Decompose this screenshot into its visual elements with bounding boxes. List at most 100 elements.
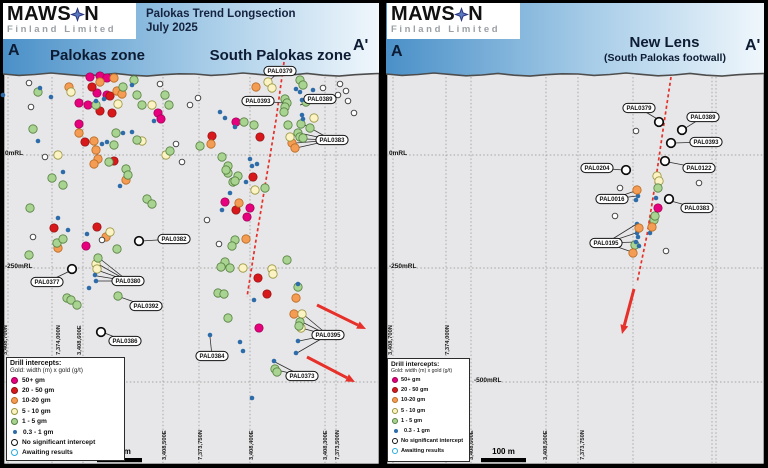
drill-point [84, 231, 90, 237]
drill-point [222, 115, 228, 121]
drill-point [334, 91, 342, 99]
drill-hole-label [315, 134, 349, 146]
drill-point [695, 179, 703, 187]
drill-point [243, 179, 249, 185]
rl-label: -500mRL [474, 377, 501, 384]
drill-point [227, 241, 237, 251]
drill-point [219, 289, 229, 299]
drill-point [35, 138, 41, 144]
drill-point [186, 101, 194, 109]
drill-point [93, 98, 99, 104]
drill-point [299, 112, 305, 118]
drill-hole-label-text: PAL0379 [268, 69, 294, 75]
sky-band [3, 3, 379, 77]
drill-point [104, 139, 110, 145]
drill-hole-label-text: PAL0373 [290, 374, 316, 380]
surface-line [385, 72, 765, 77]
drill-point [91, 145, 101, 155]
drill-point [217, 152, 227, 162]
rl-label: 0mRL [389, 150, 407, 157]
plunge-arrow [316, 303, 359, 327]
drill-hole-label-text: PAL0395 [316, 333, 342, 339]
trend-dashed-line [636, 76, 672, 284]
drill-point [238, 263, 248, 273]
plunge-arrow-head [345, 374, 355, 382]
rl-label: -250mRL [389, 263, 416, 270]
drill-point [112, 244, 122, 254]
drill-hole-label [580, 162, 614, 174]
drill-point [216, 262, 226, 272]
drill-point [92, 88, 102, 98]
drill-point [27, 103, 35, 111]
drill-hole-label [108, 335, 142, 347]
drill-point [251, 297, 257, 303]
surface-line [2, 72, 380, 77]
drill-point [118, 82, 128, 92]
drill-hole-label-text: PAL0379 [627, 106, 653, 112]
drill-point [633, 197, 639, 203]
drill-point [248, 172, 258, 182]
coordinate-label: 7,373,750N [580, 430, 586, 460]
drill-point [99, 141, 105, 147]
drill-point [147, 100, 157, 110]
drill-point [206, 139, 216, 149]
drill-point [291, 293, 301, 303]
drill-point [117, 183, 123, 189]
drill-point [217, 109, 223, 115]
drill-point [247, 156, 253, 162]
drill-point [232, 124, 238, 130]
drill-point [239, 117, 249, 127]
drill-point [290, 143, 300, 153]
drill-point [611, 212, 619, 220]
drill-point [632, 127, 640, 135]
drill-point [299, 97, 305, 103]
drill-point [104, 157, 114, 167]
drill-point [221, 165, 231, 175]
drill-hole-label-text: PAL0195 [594, 241, 620, 247]
drill-point [272, 367, 282, 377]
drill-point [151, 118, 157, 124]
drill-point [137, 100, 147, 110]
drill-point [285, 132, 295, 142]
drill-hole-label-text: PAL0204 [585, 166, 611, 172]
plunge-arrow [622, 288, 636, 326]
trend-dashed-line [246, 61, 285, 298]
drill-point [220, 197, 230, 207]
drill-point [129, 129, 135, 135]
coordinate-label: 7,374,000N [445, 325, 451, 355]
drill-point [665, 137, 677, 149]
drill-point [219, 207, 225, 213]
drill-point [74, 128, 84, 138]
drill-point [58, 180, 68, 190]
drill-point [101, 96, 107, 102]
drill-point [109, 140, 119, 150]
drill-point [245, 203, 255, 213]
drill-hole-label [680, 202, 714, 214]
drill-hole-label [311, 329, 345, 341]
drill-point [636, 243, 642, 249]
drill-point [271, 358, 277, 364]
drill-hole-label [241, 95, 275, 107]
drill-point [156, 114, 166, 124]
drill-point [635, 193, 641, 199]
drill-point [129, 82, 135, 88]
drill-point [80, 137, 90, 147]
drill-point [297, 309, 307, 319]
coordinate-label: 3,408,600E [469, 430, 475, 460]
drill-point [87, 82, 97, 92]
drill-point [635, 234, 641, 240]
drill-point [298, 80, 308, 90]
drill-point [72, 300, 82, 310]
coordinate-label: 3,408,300E [323, 430, 329, 460]
drill-point [48, 94, 54, 100]
drill-point [262, 289, 272, 299]
drill-point [650, 211, 660, 221]
drill-hole-label-text: PAL0393 [694, 140, 720, 146]
drill-point [37, 85, 43, 91]
drill-point [293, 350, 299, 356]
drill-hole-label [263, 65, 297, 77]
drill-point [653, 195, 659, 201]
drill-hole-label-text: PAL0377 [35, 280, 61, 286]
drill-point [342, 87, 350, 95]
drill-point [58, 234, 68, 244]
